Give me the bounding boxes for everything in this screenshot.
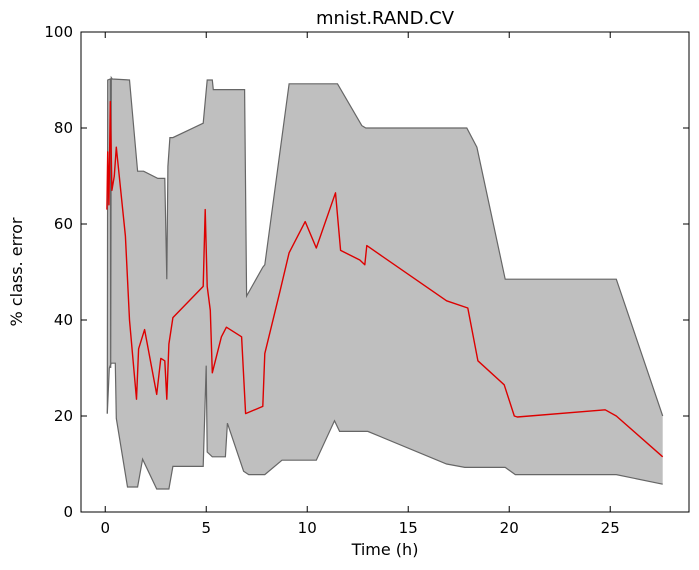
x-axis-label: Time (h) [351, 540, 419, 559]
chart-title: mnist.RAND.CV [316, 8, 455, 29]
x-tick-label: 20 [500, 519, 519, 537]
x-tick-label: 10 [298, 519, 317, 537]
mean-line-layer [106, 100, 664, 458]
y-tick-label: 80 [54, 119, 73, 137]
x-tick-label: 15 [399, 519, 418, 537]
y-tick-label: 100 [44, 23, 73, 41]
y-axis-label: % class. error [7, 217, 26, 326]
y-tick-label: 20 [54, 407, 73, 425]
x-tick-label: 0 [100, 519, 110, 537]
plot-frame [80, 31, 690, 513]
y-tick-label: 0 [63, 503, 73, 521]
error-band [107, 77, 663, 489]
x-tick-label: 25 [601, 519, 620, 537]
band-lower-edge [106, 362, 663, 490]
y-axis: 0 20 40 60 80 100 [44, 23, 689, 521]
y-tick-label: 60 [54, 215, 73, 233]
error-band-layer [106, 75, 664, 490]
band-upper-edge [106, 75, 664, 417]
series-line-0 [106, 100, 664, 458]
x-tick-label: 5 [201, 519, 211, 537]
y-tick-label: 40 [54, 311, 73, 329]
x-axis: 0 5 10 15 20 25 [100, 32, 620, 537]
